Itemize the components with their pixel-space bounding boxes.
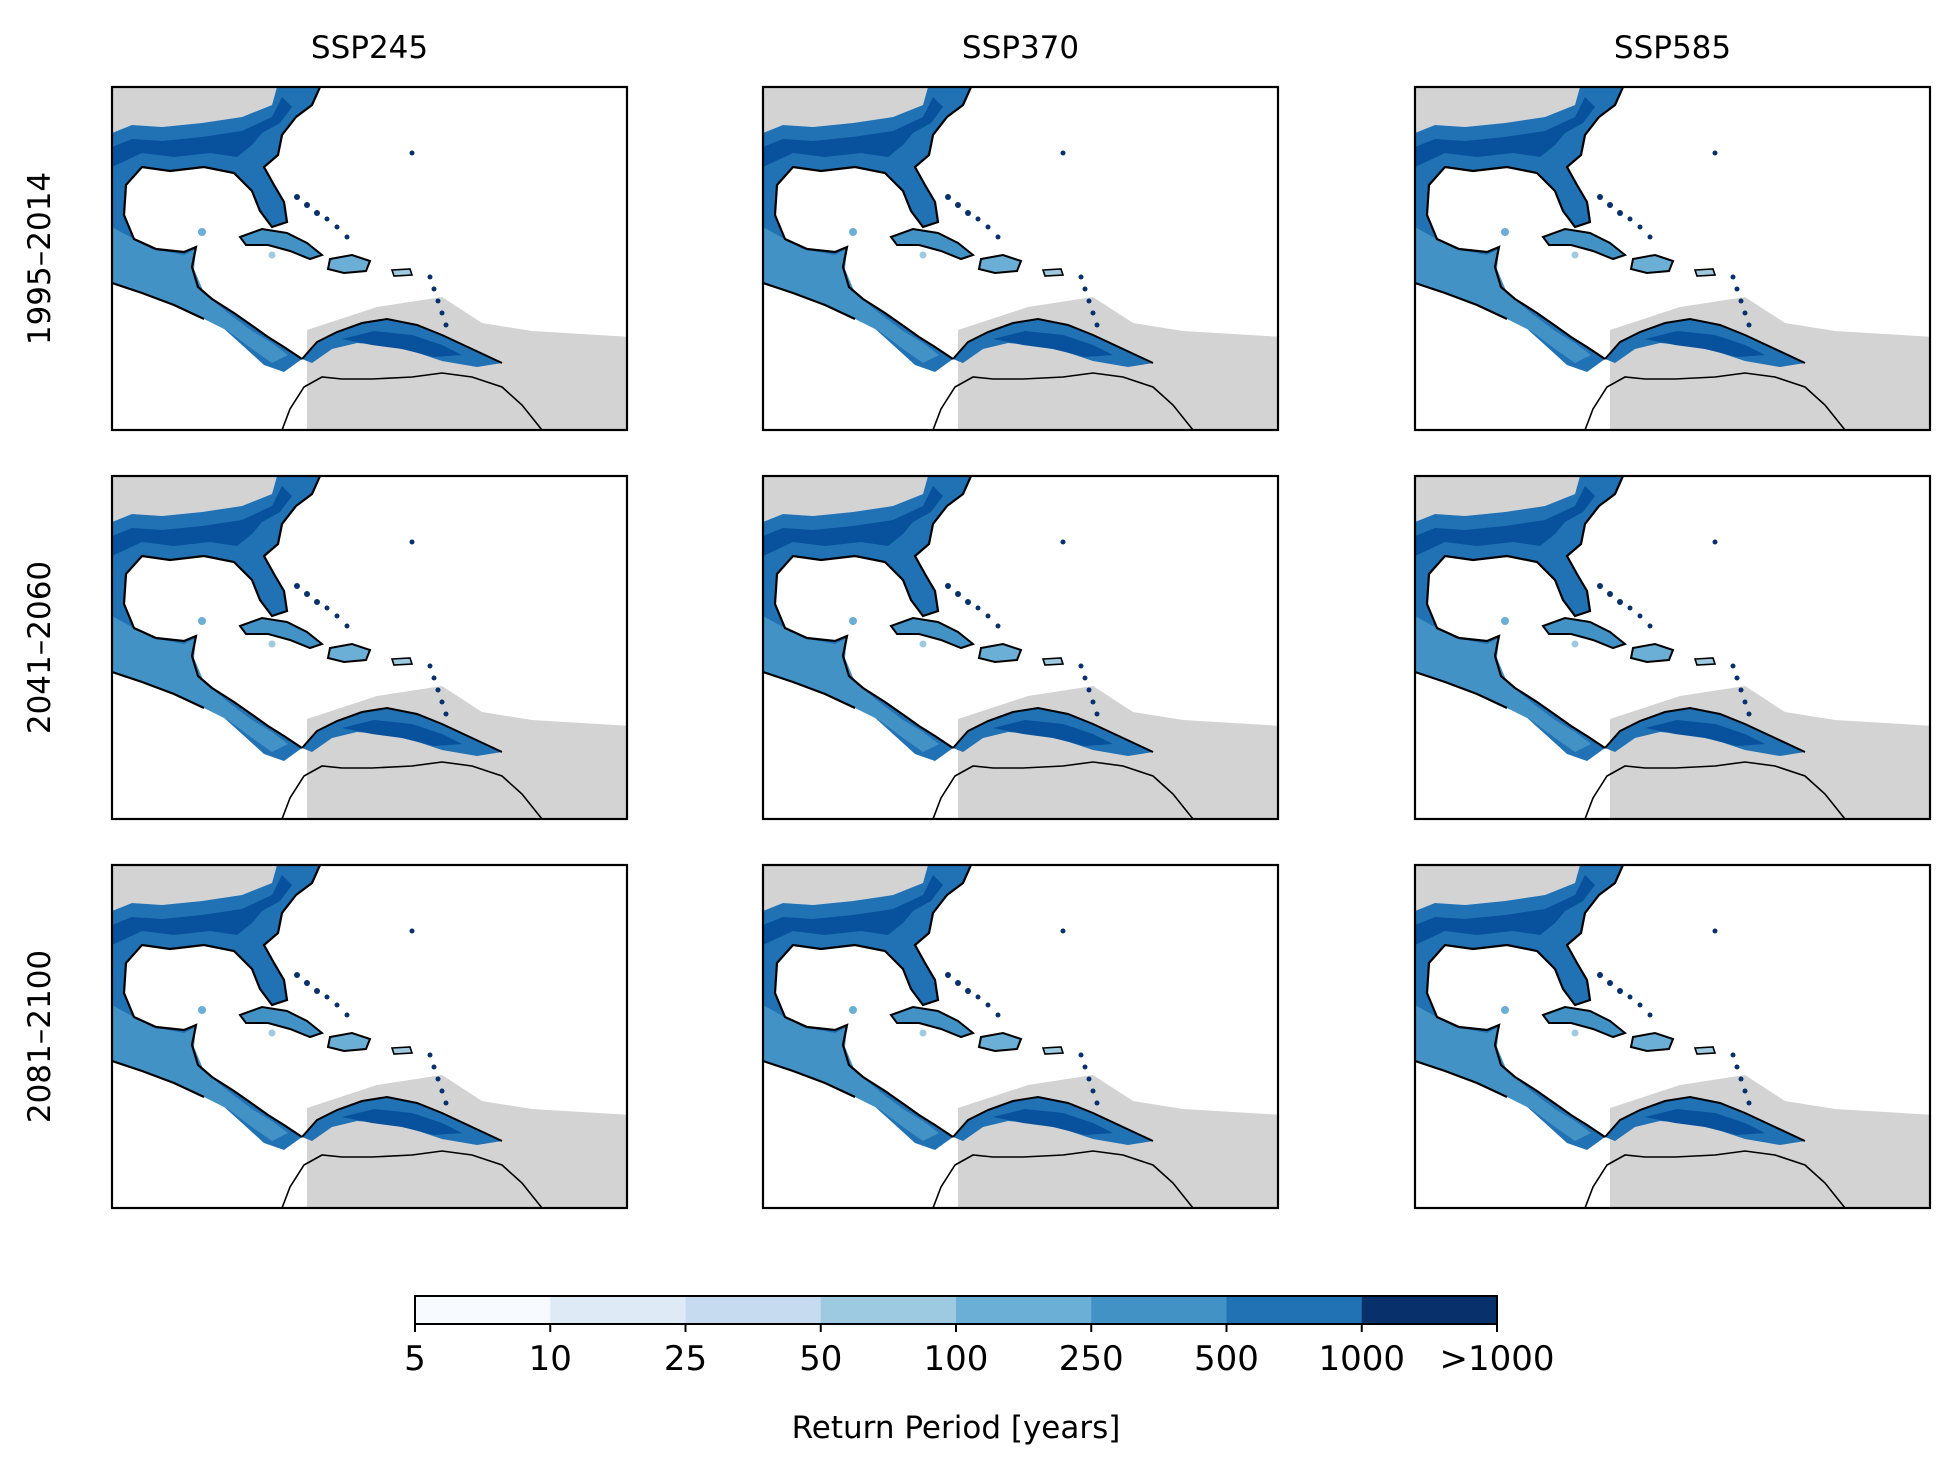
colorbar-tick-label: 10 <box>529 1339 572 1379</box>
panel-frame <box>761 474 1280 821</box>
panel-frame <box>110 85 629 432</box>
column-title: SSP585 <box>1614 30 1731 66</box>
colorbar: 5 10 25 50 100 250 500 1000 >1000 Return Period [… <box>404 1295 1555 1446</box>
colorbar-bin <box>685 1296 822 1324</box>
colorbar-tick-label: 500 <box>1194 1339 1259 1379</box>
colorbar-label: Return Period [years] <box>792 1410 1121 1446</box>
panel-frame <box>110 474 629 821</box>
colorbar-bin <box>415 1296 551 1324</box>
colorbar-tick-label: 50 <box>799 1339 842 1379</box>
panel-frame <box>110 863 629 1210</box>
map-panel <box>761 85 1280 432</box>
row-label: 2041–2060 <box>22 561 58 734</box>
panel-frame <box>1413 863 1932 1210</box>
panel-frame <box>1413 474 1932 821</box>
map-panel <box>761 863 1280 1210</box>
column-title: SSP245 <box>311 30 428 66</box>
colorbar-bin <box>956 1296 1092 1324</box>
column-title: SSP370 <box>962 30 1079 66</box>
colorbar-tick-label: >1000 <box>1439 1339 1554 1379</box>
colorbar-bin <box>820 1296 957 1324</box>
colorbar-tick-label: 5 <box>404 1339 426 1379</box>
map-panel <box>110 474 629 821</box>
row-label: 1995–2014 <box>22 172 58 345</box>
colorbar-bin <box>1091 1296 1227 1324</box>
colorbar-bin <box>1361 1296 1498 1324</box>
colorbar-bin <box>1226 1296 1363 1324</box>
map-panel <box>761 474 1280 821</box>
row-label: 2081–2100 <box>22 950 58 1123</box>
colorbar-tick-label: 100 <box>924 1339 989 1379</box>
colorbar-bin <box>550 1296 686 1324</box>
panel-frame <box>1413 85 1932 432</box>
map-panel <box>1413 474 1932 821</box>
map-panel <box>110 863 629 1210</box>
colorbar-tick-label: 1000 <box>1318 1339 1405 1379</box>
panel-frame <box>761 863 1280 1210</box>
colorbar-tick-label: 250 <box>1059 1339 1124 1379</box>
colorbar-tick-label: 25 <box>664 1339 707 1379</box>
map-panel <box>1413 85 1932 432</box>
map-panel <box>1413 863 1932 1210</box>
map-panel <box>110 85 629 432</box>
panel-frame <box>761 85 1280 432</box>
